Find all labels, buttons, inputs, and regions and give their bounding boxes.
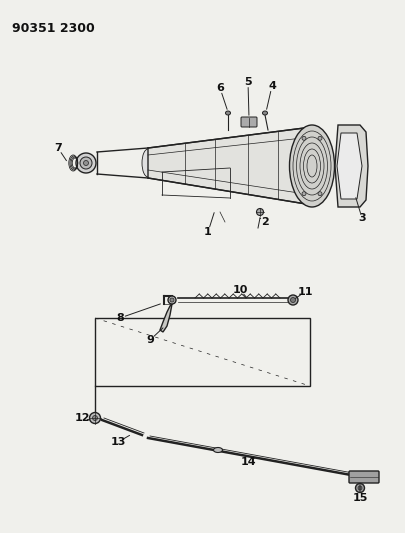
Text: 2: 2 bbox=[261, 217, 269, 227]
Polygon shape bbox=[148, 127, 312, 205]
Ellipse shape bbox=[356, 483, 364, 492]
Ellipse shape bbox=[226, 111, 230, 115]
Ellipse shape bbox=[288, 295, 298, 305]
Ellipse shape bbox=[290, 297, 296, 303]
Ellipse shape bbox=[80, 157, 92, 169]
Text: 5: 5 bbox=[244, 77, 252, 87]
Text: 7: 7 bbox=[54, 143, 62, 153]
Text: 90351 2300: 90351 2300 bbox=[12, 22, 95, 35]
Text: 3: 3 bbox=[358, 213, 366, 223]
Text: 4: 4 bbox=[268, 81, 276, 91]
Text: 8: 8 bbox=[116, 313, 124, 323]
Ellipse shape bbox=[318, 136, 322, 140]
Polygon shape bbox=[160, 304, 172, 332]
Bar bbox=[95, 318, 310, 386]
Ellipse shape bbox=[83, 160, 89, 166]
Ellipse shape bbox=[168, 296, 176, 304]
Polygon shape bbox=[335, 125, 368, 207]
Ellipse shape bbox=[142, 149, 154, 177]
Text: 1: 1 bbox=[204, 227, 212, 237]
Polygon shape bbox=[337, 133, 362, 199]
Text: 12: 12 bbox=[74, 413, 90, 423]
Ellipse shape bbox=[76, 153, 96, 173]
Ellipse shape bbox=[358, 486, 362, 490]
Text: 9: 9 bbox=[146, 335, 154, 345]
Text: 15: 15 bbox=[352, 493, 368, 503]
Ellipse shape bbox=[256, 208, 264, 215]
Text: 6: 6 bbox=[216, 83, 224, 93]
Ellipse shape bbox=[90, 413, 100, 424]
Ellipse shape bbox=[318, 192, 322, 196]
FancyBboxPatch shape bbox=[241, 117, 257, 127]
Ellipse shape bbox=[262, 111, 267, 115]
FancyBboxPatch shape bbox=[349, 471, 379, 483]
Ellipse shape bbox=[302, 136, 306, 140]
Text: 14: 14 bbox=[240, 457, 256, 467]
Text: 13: 13 bbox=[110, 437, 126, 447]
Ellipse shape bbox=[302, 192, 306, 196]
Ellipse shape bbox=[170, 298, 174, 302]
Ellipse shape bbox=[92, 416, 98, 421]
Text: 11: 11 bbox=[297, 287, 313, 297]
Text: 10: 10 bbox=[232, 285, 248, 295]
Ellipse shape bbox=[213, 448, 222, 453]
Ellipse shape bbox=[290, 125, 335, 207]
